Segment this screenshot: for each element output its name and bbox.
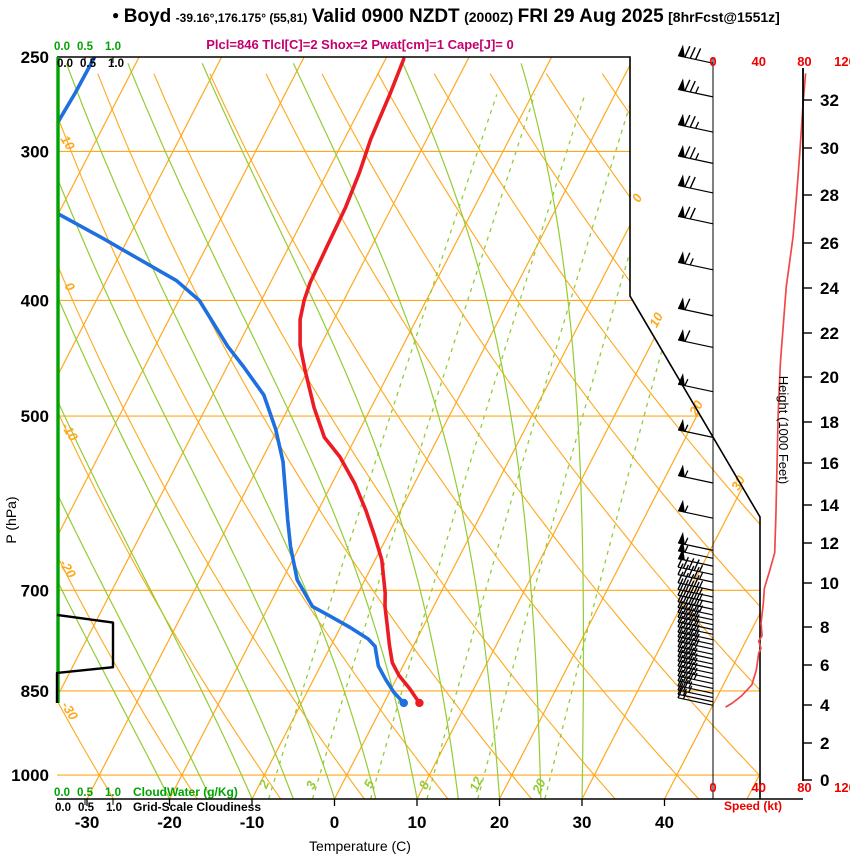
valid-time: Valid 0900 NZDT bbox=[311, 6, 460, 27]
svg-text:0.5: 0.5 bbox=[77, 787, 94, 799]
svg-text:80: 80 bbox=[797, 780, 811, 795]
svg-text:Grid-Scale Cloudiness: Grid-Scale Cloudiness bbox=[133, 800, 261, 814]
svg-text:Height (1000 Feet): Height (1000 Feet) bbox=[776, 376, 791, 484]
svg-text:3: 3 bbox=[303, 778, 320, 792]
svg-text:-30: -30 bbox=[58, 699, 81, 724]
forecast-tag: [8hrFcst@1551z] bbox=[668, 9, 780, 25]
svg-text:-10: -10 bbox=[240, 813, 265, 832]
svg-text:0.0: 0.0 bbox=[55, 802, 71, 814]
svg-text:1000: 1000 bbox=[11, 766, 49, 785]
svg-text:18: 18 bbox=[820, 413, 839, 432]
svg-text:-20: -20 bbox=[157, 813, 182, 832]
svg-text:24: 24 bbox=[820, 279, 839, 298]
svg-text:20: 20 bbox=[529, 776, 549, 797]
svg-text:0.5: 0.5 bbox=[77, 41, 94, 53]
svg-text:400: 400 bbox=[21, 291, 49, 310]
svg-text:850: 850 bbox=[21, 682, 49, 701]
svg-text:Temperature (C): Temperature (C) bbox=[309, 838, 411, 854]
station-coords: -39.16°,176.175° (55,81) bbox=[175, 11, 308, 25]
svg-text:12: 12 bbox=[820, 534, 839, 553]
svg-text:0: 0 bbox=[629, 190, 646, 204]
valid-date: FRI 29 Aug 2025 bbox=[517, 6, 664, 27]
svg-text:14: 14 bbox=[820, 496, 839, 515]
svg-text:40: 40 bbox=[655, 813, 674, 832]
svg-text:40: 40 bbox=[751, 54, 765, 69]
svg-text:1.0: 1.0 bbox=[105, 787, 121, 799]
svg-text:10: 10 bbox=[58, 133, 79, 154]
svg-text:5: 5 bbox=[361, 777, 378, 791]
svg-text:0.5: 0.5 bbox=[78, 802, 95, 814]
svg-text:500: 500 bbox=[21, 407, 49, 426]
svg-text:40: 40 bbox=[751, 780, 765, 795]
svg-text:0: 0 bbox=[820, 771, 829, 790]
svg-text:0.0: 0.0 bbox=[54, 41, 70, 53]
svg-text:10: 10 bbox=[646, 309, 666, 329]
svg-text:0.0: 0.0 bbox=[54, 787, 70, 799]
svg-text:0.5: 0.5 bbox=[80, 58, 97, 70]
svg-text:32: 32 bbox=[820, 91, 839, 110]
svg-text:8: 8 bbox=[820, 618, 829, 637]
svg-text:0: 0 bbox=[709, 54, 716, 69]
svg-text:0: 0 bbox=[330, 813, 339, 832]
svg-text:6: 6 bbox=[820, 656, 829, 675]
station-name: Boyd bbox=[123, 6, 172, 27]
svg-text:1.0: 1.0 bbox=[108, 58, 124, 70]
svg-text:80: 80 bbox=[797, 54, 811, 69]
svg-text:0: 0 bbox=[709, 780, 716, 795]
svg-text:30: 30 bbox=[573, 813, 592, 832]
svg-text:-10: -10 bbox=[58, 420, 81, 445]
chart-title: ● Boyd -39.16°,176.175° (55,81) Valid 09… bbox=[112, 6, 848, 28]
svg-text:1.0: 1.0 bbox=[105, 41, 121, 53]
svg-text:30: 30 bbox=[728, 472, 748, 492]
svg-text:P (hPa): P (hPa) bbox=[3, 496, 19, 543]
svg-text:2: 2 bbox=[820, 734, 829, 753]
valid-zulu: (2000Z) bbox=[464, 9, 514, 25]
svg-text:120: 120 bbox=[834, 54, 850, 69]
svg-text:300: 300 bbox=[21, 142, 49, 161]
svg-text:4: 4 bbox=[820, 696, 830, 715]
svg-text:30: 30 bbox=[820, 139, 839, 158]
svg-text:10: 10 bbox=[408, 813, 427, 832]
svg-text:1.0: 1.0 bbox=[106, 802, 122, 814]
svg-text:2: 2 bbox=[255, 777, 272, 791]
svg-text:700: 700 bbox=[21, 581, 49, 600]
svg-text:250: 250 bbox=[21, 48, 49, 67]
svg-text:120: 120 bbox=[834, 780, 850, 795]
station-bullet-icon: ● bbox=[112, 8, 120, 22]
svg-text:12: 12 bbox=[466, 774, 486, 794]
svg-text:20: 20 bbox=[490, 813, 509, 832]
svg-text:10: 10 bbox=[820, 574, 839, 593]
svg-text:0.0: 0.0 bbox=[57, 58, 73, 70]
svg-text:16: 16 bbox=[820, 454, 839, 473]
svg-text:20: 20 bbox=[820, 368, 839, 387]
svg-text:Speed (kt): Speed (kt) bbox=[724, 799, 782, 813]
svg-text:26: 26 bbox=[820, 234, 839, 253]
svg-text:8: 8 bbox=[416, 778, 433, 792]
svg-text:28: 28 bbox=[820, 186, 839, 205]
svg-text:-30: -30 bbox=[75, 813, 100, 832]
sounding-parameters: Plcl=846 Tlcl[C]=2 Shox=2 Pwat[cm]=1 Cap… bbox=[206, 37, 514, 52]
svg-text:22: 22 bbox=[820, 324, 839, 343]
svg-text:CloudWater (g/Kg): CloudWater (g/Kg) bbox=[133, 785, 238, 799]
